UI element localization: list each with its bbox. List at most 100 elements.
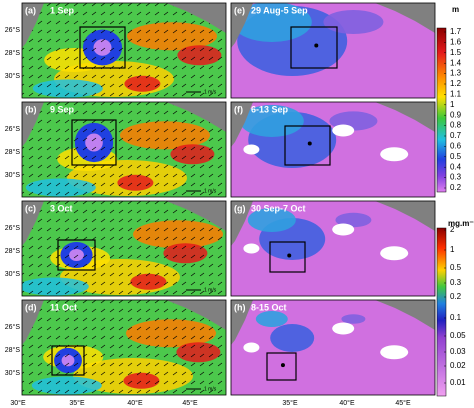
panel-date: 29 Aug-5 Sep [251,5,308,15]
panel-letter: (b) [25,104,37,114]
colorbar-label: 1.5 [450,48,462,57]
cloud-gap [243,243,260,254]
scale-label: 1 m/s [204,188,217,194]
colorbar [436,27,447,193]
colorbar-label: 1.3 [450,69,462,78]
cloud-gap [332,124,355,137]
land [22,201,44,246]
land [22,3,44,48]
sea-feature [247,208,296,232]
map-panel [22,300,226,395]
colorbar-label: 0.03 [450,347,466,356]
eddy-box [290,26,338,69]
land [375,201,435,231]
colorbar-label: 0.02 [450,361,466,370]
frame [21,101,227,198]
scale-label: 1 m/s [204,89,217,95]
colorbar-label: 0.5 [450,263,462,272]
cloud-gap [243,342,260,353]
panel-date: 3 Oct [50,203,73,213]
eddy-box [57,239,96,271]
lat-label: 30°S [5,171,21,179]
panel-letter: (a) [25,5,36,15]
land [166,3,226,33]
cloud-gap [380,246,409,261]
colorbar-label: 0.05 [450,331,466,340]
frame [230,299,436,396]
lon-label: 45°E [182,399,198,407]
panel-date: 1 Sep [50,5,75,15]
colorbar-label: 2 [450,225,455,234]
colorbar-label: 1.6 [450,38,462,47]
land [166,201,226,231]
colorbar-label: 1.2 [450,79,462,88]
sea-feature [255,311,288,327]
map-panel [22,102,226,197]
lat-label: 30°S [5,270,21,278]
colorbar-label: 0.5 [450,152,462,161]
cloud-gap [380,345,409,360]
panel-date: 11 Oct [50,302,77,312]
cloud-gap [243,144,260,155]
lon-label: 35°E [282,399,298,407]
colorbar [436,227,447,397]
lat-label: 28°S [5,247,21,255]
map-panel [231,300,435,395]
lon-label: 35°E [69,399,85,407]
lat-label: 26°S [5,224,21,232]
map-panel [22,201,226,296]
eddy-box [51,345,85,376]
colorbar-label: 0.4 [450,162,462,171]
colorbar-label: 1.7 [450,27,462,36]
scale-label: 1 m/s [204,386,217,392]
lat-label: 28°S [5,49,21,57]
colorbar-unit: m [452,5,459,14]
frame [230,200,436,297]
scale-label: 1 m/s [204,287,217,293]
panel-date: 8-15 Oct [251,302,287,312]
sea-feature [270,324,315,352]
frame [21,2,227,99]
eddy-center [280,363,285,368]
sea-feature [239,105,304,137]
colorbar-label: 1.1 [450,90,462,99]
lon-label: 45°E [395,399,411,407]
lat-label: 30°S [5,72,21,80]
lat-label: 28°S [5,148,21,156]
panel-letter: (f) [234,104,243,114]
colorbar-label: 0.3 [450,173,462,182]
land [22,102,44,147]
land [375,102,435,132]
cloud-gap [332,223,355,236]
eddy-center [307,141,312,146]
panel-date: 30 Sep-7 Oct [251,203,306,213]
velocity-arrows [22,3,226,98]
panel-letter: (d) [25,302,37,312]
velocity-arrows [22,201,226,296]
eddy-box [79,26,126,69]
eddy-box [71,119,117,166]
land [22,300,44,345]
colorbar-label: 1 [450,245,455,254]
colorbar-label: 0.3 [450,278,462,287]
land [166,300,226,330]
colorbar-label: 1 [450,100,455,109]
lat-label: 26°S [5,323,21,331]
lat-label: 26°S [5,125,21,133]
colorbar-label: 0.7 [450,131,462,140]
map-panel [22,3,226,98]
panel-date: 6-13 Sep [251,104,289,114]
land [231,300,253,345]
eddy-box [284,125,331,166]
cloud-gap [380,147,409,162]
map-panel [231,3,435,98]
land [375,3,435,33]
lon-label: 30°E [10,399,26,407]
panel-letter: (g) [234,203,246,213]
frame [230,101,436,198]
lon-label: 40°E [127,399,143,407]
eddy-center [287,253,292,258]
land [231,3,253,48]
cloud-gap [332,322,355,335]
